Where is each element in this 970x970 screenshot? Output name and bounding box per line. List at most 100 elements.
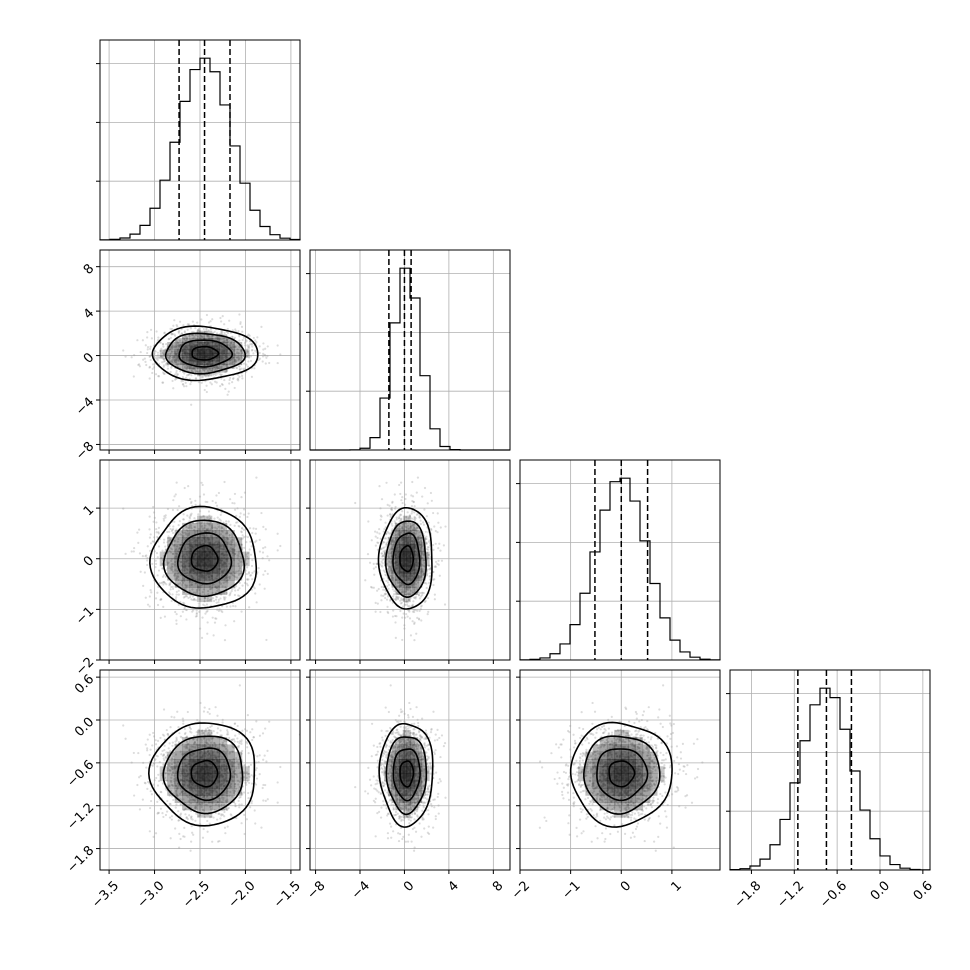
- sample-point: [168, 359, 171, 362]
- sample-point: [149, 345, 152, 348]
- sample-point: [261, 557, 264, 560]
- sample-point: [397, 517, 401, 520]
- density-cell: [212, 345, 220, 350]
- sample-point: [432, 548, 435, 551]
- sample-point: [172, 527, 175, 531]
- sample-point: [220, 527, 223, 530]
- contour-level-1: [191, 345, 220, 361]
- sample-point: [186, 529, 189, 533]
- sample-point: [423, 600, 426, 604]
- sample-point: [178, 343, 182, 347]
- sample-point: [145, 363, 148, 367]
- sample-point: [173, 361, 176, 364]
- sample-point: [399, 519, 402, 522]
- sample-point: [185, 794, 188, 797]
- sample-point: [177, 547, 181, 551]
- density-cell: [212, 565, 220, 574]
- density-cell: [226, 338, 235, 343]
- density-cell: [406, 537, 411, 545]
- sample-point: [187, 533, 190, 536]
- density-cell: [234, 349, 243, 354]
- sample-point: [376, 536, 379, 540]
- sample-point: [178, 329, 181, 333]
- sample-point: [395, 516, 398, 519]
- sample-point: [181, 376, 185, 379]
- sample-point: [185, 368, 188, 371]
- sample-point: [186, 532, 189, 535]
- sample-point: [194, 333, 197, 337]
- sample-point: [173, 573, 176, 577]
- sample-point: [234, 345, 237, 348]
- sample-point: [168, 769, 171, 772]
- sample-point: [179, 370, 182, 373]
- sample-point: [233, 349, 236, 352]
- sample-point: [165, 728, 168, 732]
- sample-point: [400, 581, 403, 585]
- sample-point: [153, 352, 156, 355]
- density-cell: [197, 334, 205, 339]
- sample-point: [212, 599, 216, 603]
- sample-point: [226, 531, 229, 535]
- sample-point: [245, 553, 248, 556]
- sample-point: [193, 530, 197, 533]
- sample-point: [266, 345, 269, 348]
- sample-point: [170, 350, 173, 353]
- sample-point: [137, 541, 140, 544]
- sample-point: [412, 524, 415, 527]
- sample-point: [402, 590, 405, 593]
- sample-point: [133, 354, 136, 357]
- sample-point: [157, 336, 160, 339]
- sample-point: [426, 572, 429, 575]
- density-cell: [241, 551, 250, 560]
- sample-point: [221, 527, 224, 530]
- density-cell: [189, 345, 198, 350]
- sample-point: [220, 373, 223, 376]
- sample-point: [430, 528, 433, 531]
- sample-point: [185, 608, 188, 611]
- sample-point: [233, 346, 236, 349]
- density-cell: [182, 357, 190, 362]
- density-cell: [197, 353, 205, 358]
- sample-point: [226, 749, 229, 752]
- sample-point: [421, 550, 424, 553]
- sample-point: [246, 348, 249, 351]
- sample-point: [210, 524, 214, 527]
- sample-point: [382, 541, 385, 544]
- sample-point: [419, 608, 422, 611]
- sample-point: [398, 533, 402, 536]
- sample-point: [171, 568, 174, 571]
- sample-point: [243, 342, 247, 345]
- sample-point: [148, 733, 151, 736]
- sample-point: [231, 381, 234, 384]
- sample-point: [162, 358, 166, 361]
- sample-point: [412, 500, 415, 504]
- sample-point: [193, 368, 196, 371]
- sample-point: [148, 355, 152, 358]
- sample-point: [233, 345, 236, 348]
- density-cell: [174, 580, 183, 588]
- sample-point: [159, 790, 162, 793]
- sample-point: [244, 535, 247, 538]
- sample-point: [200, 376, 203, 379]
- sample-point: [432, 583, 435, 587]
- sample-point: [177, 533, 180, 536]
- sample-point: [413, 639, 416, 642]
- sample-point: [409, 535, 412, 538]
- sample-point: [166, 563, 169, 566]
- sample-point: [210, 527, 213, 530]
- sample-point: [225, 790, 228, 793]
- sample-point: [400, 591, 403, 594]
- sample-point: [154, 373, 158, 376]
- sample-point: [167, 535, 170, 538]
- sample-point: [423, 581, 427, 584]
- sample-point: [204, 530, 207, 533]
- density-cell: [212, 349, 220, 354]
- sample-point: [422, 573, 425, 577]
- sample-point: [153, 550, 156, 553]
- sample-point: [215, 527, 219, 530]
- sample-point: [199, 526, 203, 529]
- sample-point: [375, 562, 378, 565]
- density-cell: [212, 573, 220, 581]
- sample-point: [178, 339, 182, 342]
- sample-point: [395, 530, 398, 533]
